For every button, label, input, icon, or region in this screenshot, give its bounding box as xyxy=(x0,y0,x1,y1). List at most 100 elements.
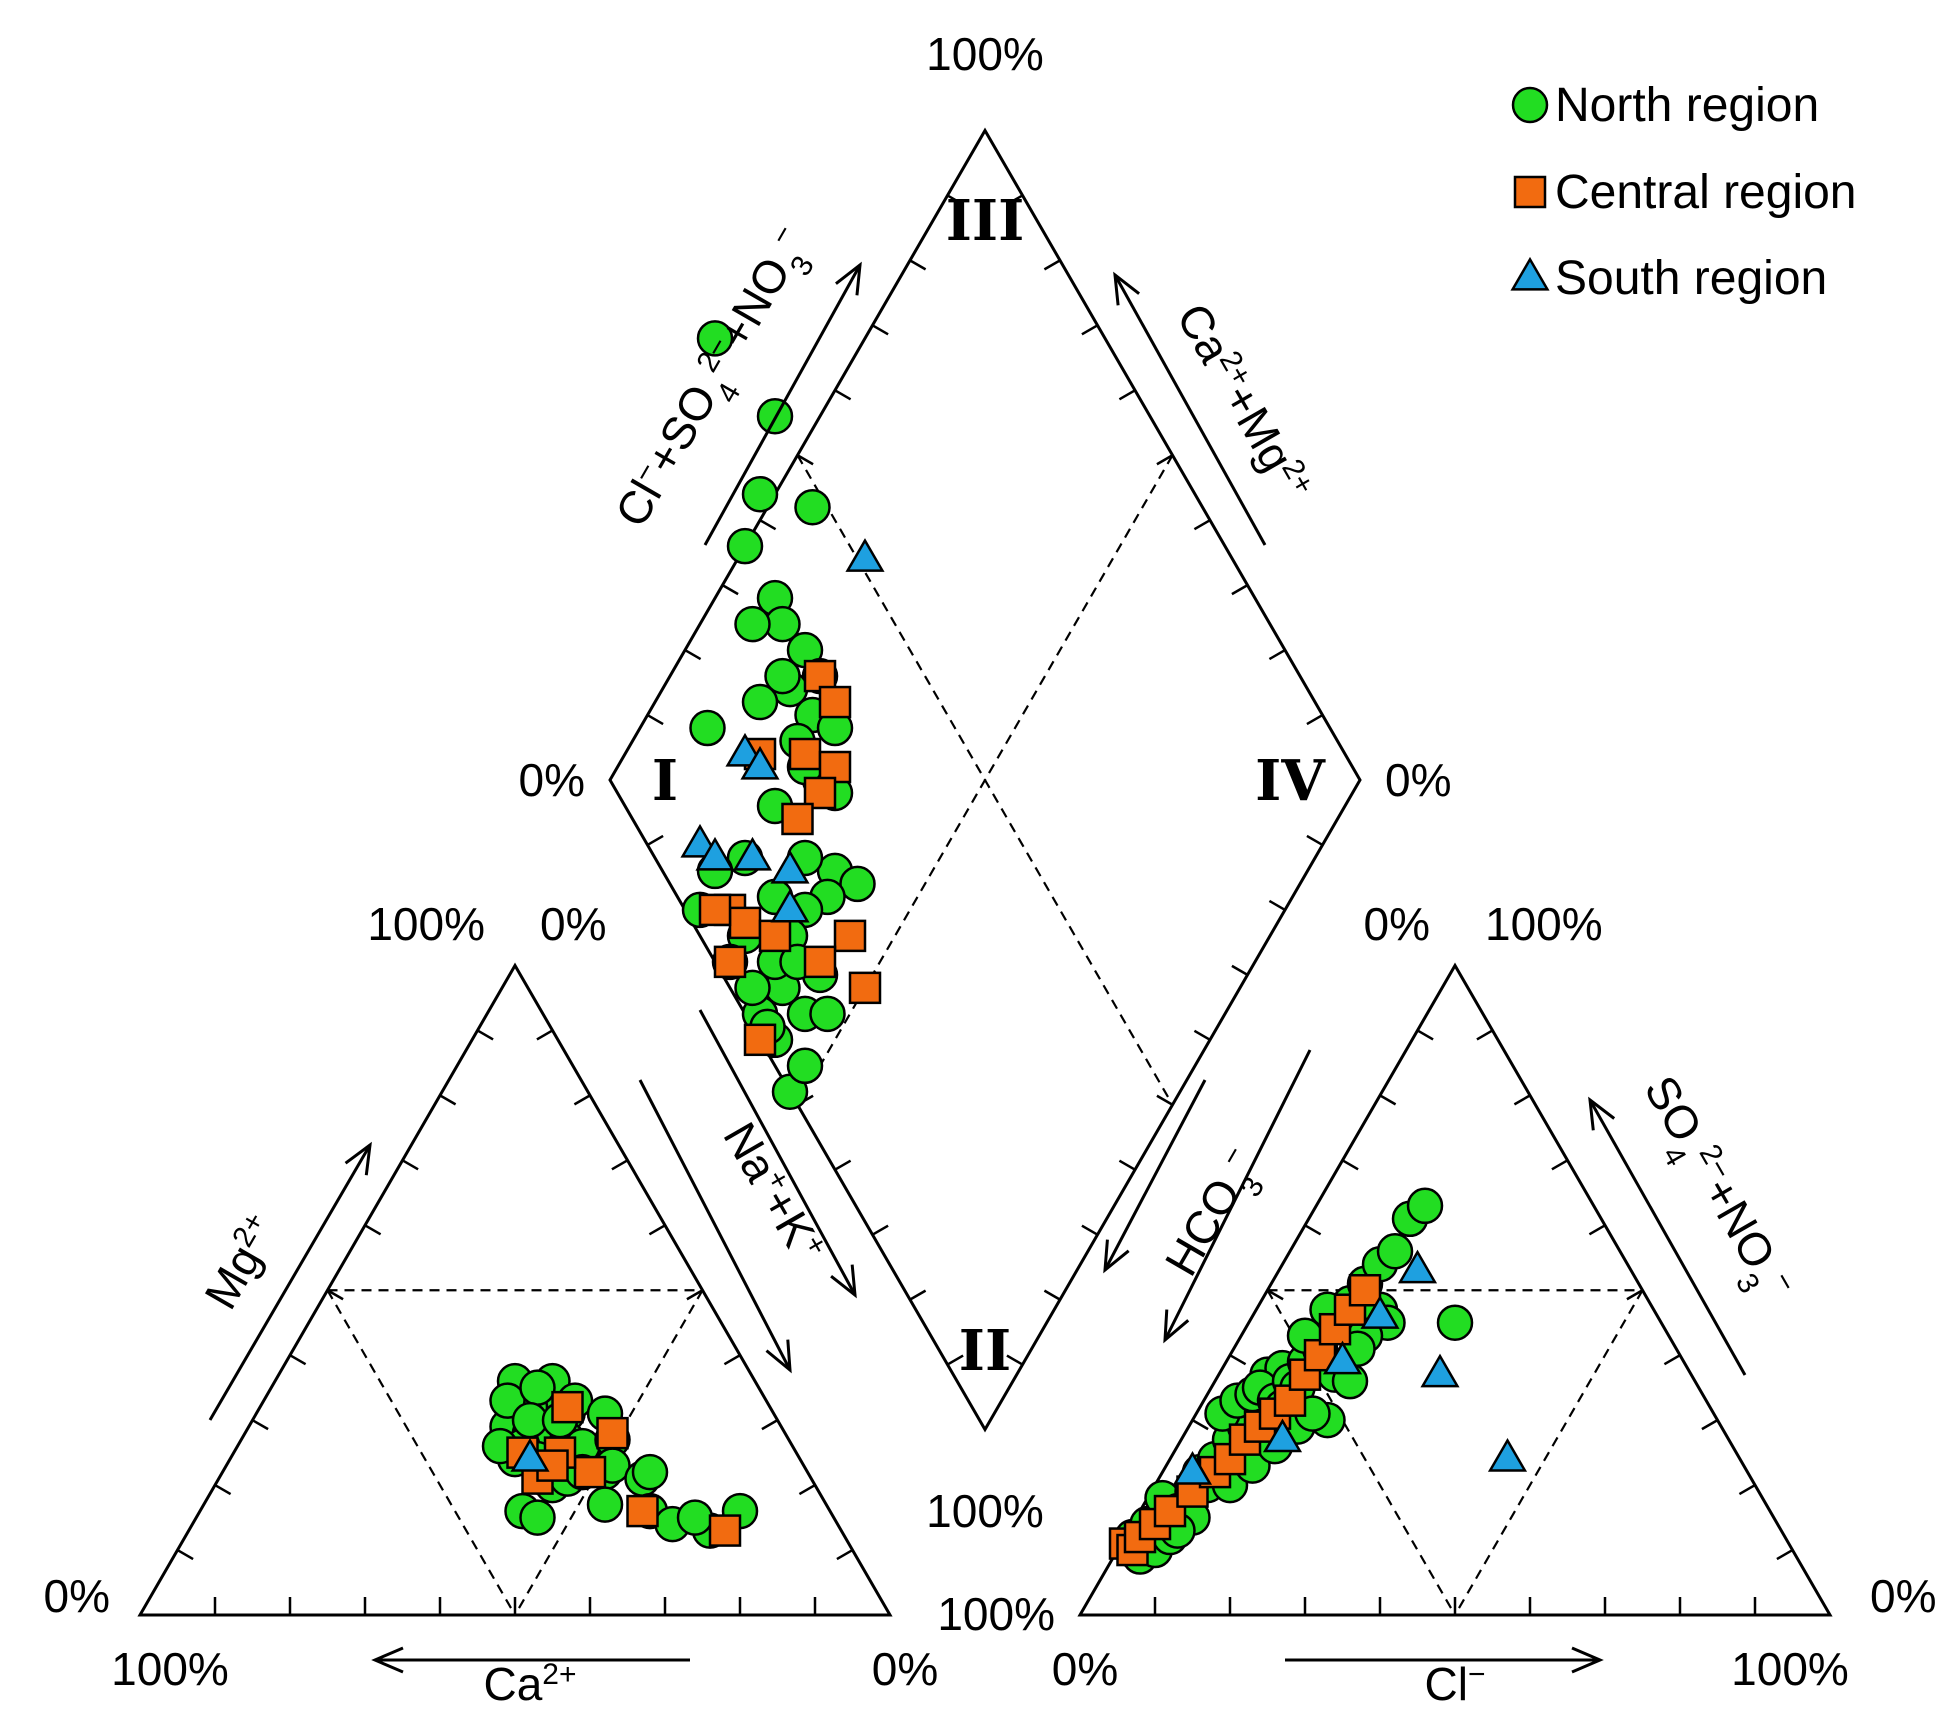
diamond-tick xyxy=(1193,519,1211,531)
anion-tick xyxy=(1416,1029,1434,1041)
central-region-diamond-point xyxy=(728,906,762,940)
diamond-tick xyxy=(1156,1094,1174,1106)
anion-top-label: 100% xyxy=(1485,898,1603,950)
diamond-tick xyxy=(871,1224,889,1236)
label-part: Mg xyxy=(194,1236,271,1317)
nak-arrow-head xyxy=(765,1339,792,1374)
diamond-tick xyxy=(646,713,664,726)
central-region-diamond-point xyxy=(818,685,852,719)
north-region-anion-point xyxy=(1406,1187,1444,1225)
central-region-diamond-point xyxy=(781,802,814,836)
nak-diamond-arrow-head xyxy=(830,1264,857,1299)
anion-tick xyxy=(1266,1289,1284,1301)
clso4no3-arrow xyxy=(703,264,862,546)
nak-diamond-arrow xyxy=(698,1009,857,1296)
cl-arrow-head xyxy=(1571,1646,1604,1674)
hco3-arrow-head xyxy=(1163,1309,1190,1344)
central-region-diamond-point xyxy=(743,1023,777,1057)
diamond-tick xyxy=(1118,389,1136,401)
diamond-tick xyxy=(1231,584,1249,596)
north-region-diamond-point xyxy=(764,657,801,695)
anion-right-label: 100% xyxy=(1731,1643,1849,1695)
south-region-anion-point xyxy=(1360,1295,1400,1329)
diamond-left-label: 0% xyxy=(519,754,585,806)
south-region-diamond-point xyxy=(732,836,773,871)
hco3-arrow xyxy=(1163,1049,1312,1341)
diamond-tick xyxy=(946,194,964,206)
label-part: − xyxy=(763,219,800,251)
anion-tick xyxy=(1776,1548,1794,1561)
cation-tick xyxy=(536,1029,554,1041)
north-region-cation-point xyxy=(586,1486,624,1523)
diamond-tick xyxy=(1081,1224,1099,1236)
central-region-cation-point xyxy=(573,1455,607,1489)
so4no3-axis-label: SO42−+NO3− xyxy=(1623,1067,1804,1314)
cation-dashed-line xyxy=(326,1289,516,1616)
sample-markers xyxy=(481,320,1528,1575)
so4no3-arrow xyxy=(1588,1099,1747,1376)
south-region-anion-point xyxy=(1262,1418,1303,1453)
anion-tick xyxy=(1476,1029,1494,1041)
diamond-tick xyxy=(834,1159,852,1171)
mg-axis-label: Mg2+ xyxy=(194,1206,289,1317)
ca-arrow-head xyxy=(371,1646,404,1674)
diamond-tick xyxy=(1231,964,1249,976)
diamond-tick xyxy=(1268,899,1286,911)
diamond-tick xyxy=(1006,194,1024,206)
cation-tick xyxy=(761,1419,779,1431)
anion-tick xyxy=(1379,1094,1397,1106)
cation-top-zero-label: 0% xyxy=(540,898,606,950)
diamond-tick xyxy=(1268,649,1286,661)
legend-label-central-region: Central region xyxy=(1555,166,1857,219)
central-region-diamond-point xyxy=(698,893,732,927)
diamond-tick xyxy=(1081,324,1099,336)
north-region-diamond-point xyxy=(689,709,726,747)
cation-right-label: 0% xyxy=(872,1643,938,1695)
cation-tick xyxy=(289,1354,307,1366)
south-region-cation-point xyxy=(510,1438,550,1472)
north-region-diamond-point xyxy=(696,320,734,357)
north-region-anion-point xyxy=(1376,1233,1414,1270)
anion-tick xyxy=(1304,1224,1322,1236)
anion-tick xyxy=(1191,1419,1209,1431)
north-region-diamond-point xyxy=(726,527,764,565)
cation-tick xyxy=(476,1029,494,1041)
so4no3-arrow-head xyxy=(1588,1096,1616,1131)
diamond-tick xyxy=(1193,1029,1211,1041)
mg-arrow-head xyxy=(344,1141,372,1176)
north-region-diamond-point xyxy=(786,1047,824,1085)
central-region-diamond-point xyxy=(833,919,867,953)
cation-tick xyxy=(686,1289,704,1301)
cation-tick xyxy=(723,1354,741,1366)
south-region-anion-point xyxy=(1397,1249,1438,1284)
diamond-tick xyxy=(1006,1354,1024,1366)
cation-tick xyxy=(648,1224,666,1236)
label-part: − xyxy=(1468,1658,1486,1691)
zone-label-2: II xyxy=(959,1318,1011,1384)
diamond-tick xyxy=(684,649,702,661)
anion-tick xyxy=(1738,1484,1756,1496)
central-region-diamond-point xyxy=(758,919,792,953)
zone-label-3: III xyxy=(946,188,1025,254)
central-diamond xyxy=(608,127,1362,1433)
diamond-right-label: 0% xyxy=(1385,754,1451,806)
anion-tick xyxy=(1341,1159,1359,1171)
anion-tick xyxy=(1551,1159,1569,1171)
south-region-anion-point xyxy=(1487,1438,1528,1472)
cation-tick xyxy=(573,1094,591,1106)
north-region-anion-point xyxy=(1436,1304,1474,1341)
anion-dashed-line xyxy=(1454,1289,1644,1616)
south-region-diamond-point xyxy=(740,745,780,780)
label-part: − xyxy=(1214,1140,1251,1172)
hco3-axis-label: HCO3− xyxy=(1154,1140,1279,1291)
legend-label-north-region: North region xyxy=(1555,79,1819,132)
legend-label-south-region: South region xyxy=(1555,252,1827,305)
north-region-cation-point xyxy=(519,1499,556,1536)
diamond-tick xyxy=(1306,834,1324,847)
label-part: Ca xyxy=(483,1658,542,1710)
zone-label-4: IV xyxy=(1255,748,1326,814)
south-region-anion-point xyxy=(1322,1340,1363,1375)
label-part: Cl xyxy=(1425,1658,1468,1710)
cation-tick xyxy=(326,1289,344,1301)
north-region-diamond-point xyxy=(741,683,779,721)
